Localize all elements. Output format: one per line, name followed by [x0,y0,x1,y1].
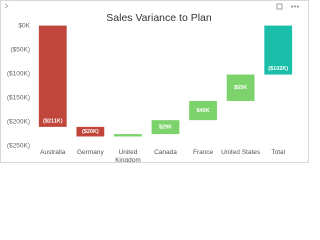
x-tick-label: Total [271,149,286,156]
y-tick-label: ($50K) [10,46,30,53]
value-label: ($20K) [82,129,99,135]
left-corner-icon[interactable] [4,3,9,9]
x-tick-label: Canada [154,149,177,156]
bar [264,25,293,75]
bar [114,134,142,137]
bar [38,25,67,127]
focus-icon[interactable] [276,3,283,10]
y-tick-label: ($150K) [7,94,30,101]
y-tick-label: $0K [18,22,30,29]
value-label: ($102K) [268,66,288,72]
expand-icon[interactable] [4,3,9,9]
visual-header-icons[interactable] [276,3,299,10]
bar [76,126,105,137]
x-tick-label: Australia [40,149,66,156]
more-icon[interactable] [293,5,296,8]
x-tick-label: France [192,149,214,156]
chart-title: Sales Variance to Plan [106,12,212,24]
value-label: $55K [234,85,247,91]
value-label: ($211K) [43,118,63,124]
value-label: $29K [159,125,172,131]
value-label: $40K [196,108,209,114]
chart: Sales Variance to Plan $0K ($50K) ($100K) (… [4,3,299,149]
bar [151,120,180,135]
more-icon[interactable] [296,5,299,8]
visual: Sales Variance to Plan $0K ($50K) ($100K) (… [0,0,309,163]
y-tick-label: ($200K) [7,118,30,125]
bar [189,100,217,121]
bar [226,74,255,101]
x-tick-label: United Kingdom [115,149,141,163]
x-tick-label: United States [221,149,261,156]
y-tick-label: ($100K) [7,70,30,77]
y-tick-label: ($250K) [7,142,30,149]
more-icon[interactable] [290,5,293,8]
x-tick-label: Germany [76,149,104,156]
